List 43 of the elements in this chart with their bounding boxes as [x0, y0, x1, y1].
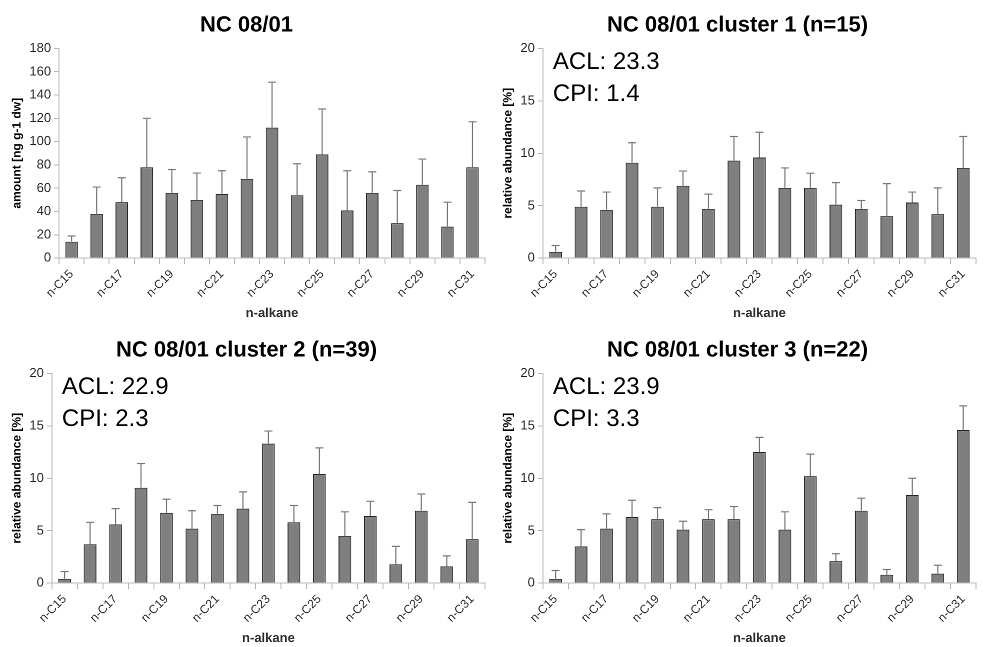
y-axis-title: relative abundance [%] [500, 88, 515, 219]
y-tick-label: 160 [29, 63, 52, 78]
y-tick-label: 15 [520, 417, 535, 432]
x-axis-title: n-alkane [246, 304, 298, 320]
y-tick-label: 0 [44, 250, 52, 265]
y-tick-label: 20 [520, 364, 535, 380]
annotation: ACL: 22.9 [62, 373, 169, 400]
y-tick-label: 10 [29, 470, 44, 485]
y-axis-title: relative abundance [%] [500, 412, 515, 544]
y-tick-label: 20 [36, 226, 52, 242]
y-tick-label: 5 [528, 522, 535, 538]
y-tick-label: 120 [29, 110, 52, 125]
y-tick-label: 5 [36, 522, 44, 538]
y-tick-label: 0 [528, 574, 535, 590]
x-axis-title: n-alkane [733, 630, 786, 645]
x-axis-title: n-alkane [733, 304, 786, 320]
y-tick-label: 5 [528, 197, 535, 212]
y-axis-title: relative abundance [%] [10, 412, 24, 544]
annotation: ACL: 23.3 [552, 48, 660, 76]
y-tick-label: 0 [36, 574, 44, 590]
chart-title: NC 08/01 [200, 11, 293, 36]
y-tick-label: 60 [36, 180, 52, 195]
y-tick-label: 140 [29, 86, 52, 102]
y-tick-label: 10 [520, 144, 535, 160]
y-tick-label: 20 [29, 364, 44, 380]
y-tick-label: 180 [29, 40, 52, 55]
y-tick-label: 80 [36, 156, 52, 172]
y-tick-label: 20 [520, 40, 535, 55]
chart-title: NC 08/01 cluster 2 (n=39) [116, 336, 378, 362]
chart-title: NC 08/01 cluster 1 (n=15) [606, 11, 868, 36]
y-axis-title: amount [ng g-1 dw] [10, 98, 24, 209]
y-tick-label: 40 [36, 203, 52, 218]
y-tick-label: 0 [528, 250, 535, 265]
annotation: ACL: 23.9 [552, 373, 660, 400]
x-axis-title: n-alkane [242, 630, 295, 645]
annotation: CPI: 3.3 [552, 405, 640, 432]
y-tick-label: 10 [520, 470, 535, 485]
chart-title: NC 08/01 cluster 3 (n=22) [606, 336, 868, 362]
y-tick-label: 15 [29, 417, 44, 432]
annotation: CPI: 2.3 [62, 405, 149, 432]
y-tick-label: 15 [520, 92, 535, 108]
y-tick-label: 100 [29, 133, 52, 148]
annotation: CPI: 1.4 [552, 80, 640, 108]
